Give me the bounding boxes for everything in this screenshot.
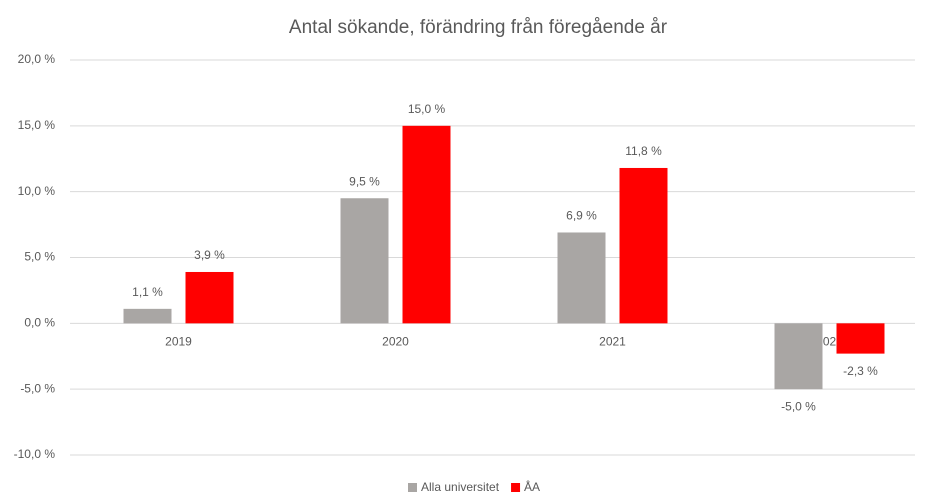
data-label: 15,0 % (408, 102, 446, 116)
y-tick-label: 10,0 % (18, 184, 56, 198)
data-label: 1,1 % (132, 285, 163, 299)
chart-title: Antal sökande, förändring från föregåend… (289, 17, 668, 38)
data-label: 6,9 % (566, 209, 597, 223)
y-tick-label: 5,0 % (24, 250, 55, 264)
bar (340, 198, 389, 324)
data-label: 11,8 % (625, 144, 662, 158)
bar (774, 323, 823, 390)
bar (185, 271, 234, 324)
legend-label: Alla universitet (421, 480, 500, 494)
x-tick-label: 2022 (816, 335, 843, 349)
bar (836, 323, 885, 354)
data-label: 9,5 % (349, 174, 380, 188)
legend-label: ÅA (524, 479, 540, 494)
legend-swatch (511, 483, 521, 492)
data-label: 3,9 % (194, 248, 225, 262)
y-tick-label: 20,0 % (18, 52, 56, 66)
data-label: -2,3 % (843, 364, 878, 378)
y-tick-label: -5,0 % (20, 381, 55, 395)
legend-swatch (408, 483, 417, 492)
bar (123, 308, 172, 324)
y-tick-label: 0,0 % (24, 316, 55, 330)
x-tick-label: 2020 (382, 335, 409, 349)
y-tick-label: -10,0 % (14, 447, 56, 461)
bar (557, 232, 606, 324)
x-tick-label: 2019 (165, 335, 192, 349)
y-tick-label: 15,0 % (18, 118, 56, 132)
bar (402, 125, 451, 324)
x-tick-label: 2021 (599, 335, 626, 349)
bar (619, 167, 668, 324)
data-label: -5,0 % (781, 399, 816, 413)
